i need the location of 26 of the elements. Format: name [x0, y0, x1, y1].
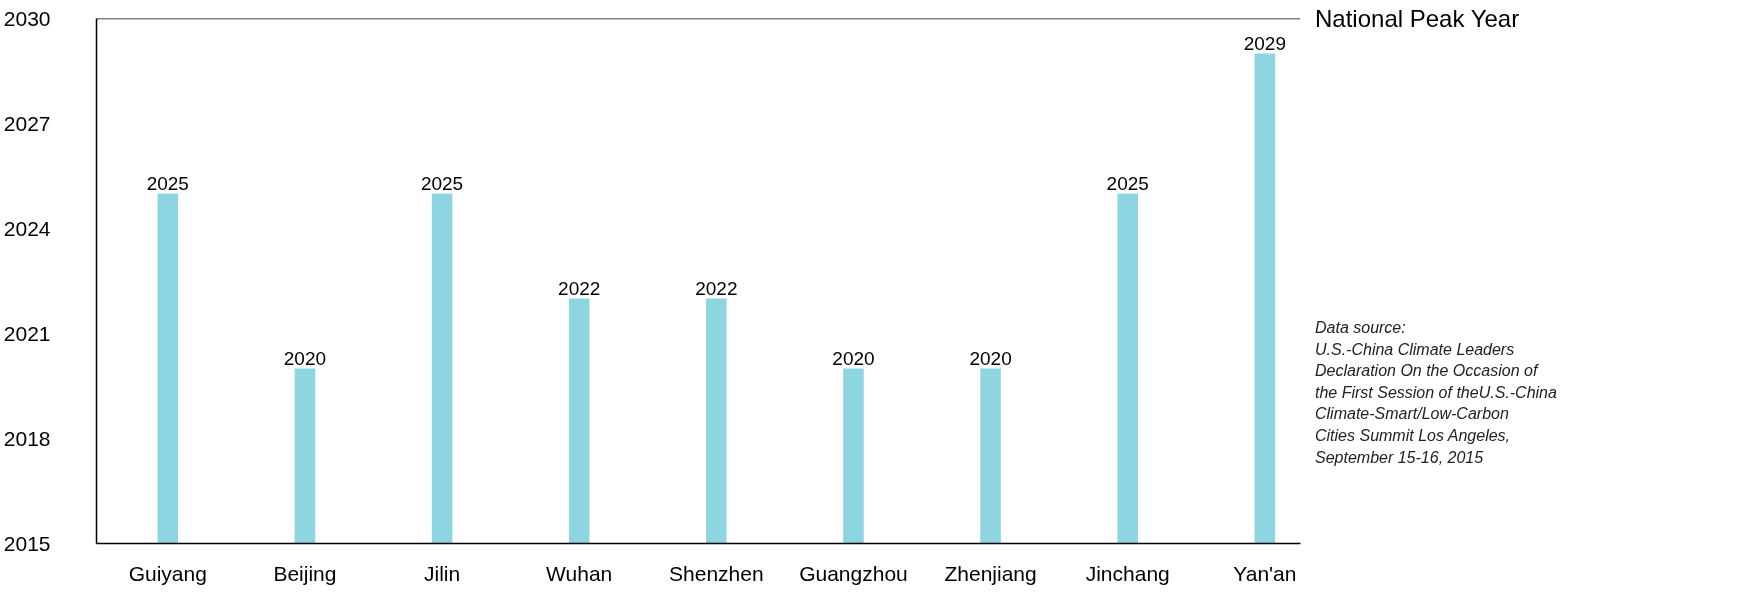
y-tick-label: 2018: [3, 426, 51, 450]
x-tick-label: Jilin: [423, 561, 461, 585]
data-label: 2020: [283, 347, 327, 369]
data-label: 2025: [1106, 172, 1149, 194]
data-label: 2022: [558, 277, 601, 299]
data-label: 2020: [832, 347, 875, 369]
data-label: 2025: [420, 172, 464, 194]
x-tick-label: Beijing: [273, 561, 337, 585]
data-label: 2020: [969, 347, 1012, 369]
x-tick-label: Yan'an: [1233, 561, 1297, 585]
y-tick-label: 2021: [3, 321, 51, 345]
x-tick-label: Shenzhen: [669, 561, 764, 585]
y-tick-label: 2030: [3, 6, 51, 30]
ref-line-label: National Peak Year: [1315, 4, 1520, 34]
y-tick-label: 2027: [3, 111, 51, 135]
source-note: Data source: U.S.-China Climate Leaders Declaration On the Occasion of the First Session of theU.S.-China Climate-Smart/Low-Carbon Cities Summit Los Angeles, September 15-16, 2015: [1315, 318, 1557, 468]
x-tick-label: Guangzhou: [799, 561, 908, 585]
data-label: 2025: [146, 172, 189, 194]
data-label: 2022: [695, 277, 738, 299]
data-label: 2029: [1243, 32, 1286, 54]
x-tick-label: Zhenjiang: [944, 561, 1037, 585]
y-tick-label: 2015: [3, 531, 51, 555]
x-tick-label: Wuhan: [546, 561, 613, 585]
x-tick-label: Jinchang: [1085, 561, 1170, 585]
x-tick-label: Guiyang: [128, 561, 207, 585]
y-tick-label: 2024: [3, 216, 51, 240]
